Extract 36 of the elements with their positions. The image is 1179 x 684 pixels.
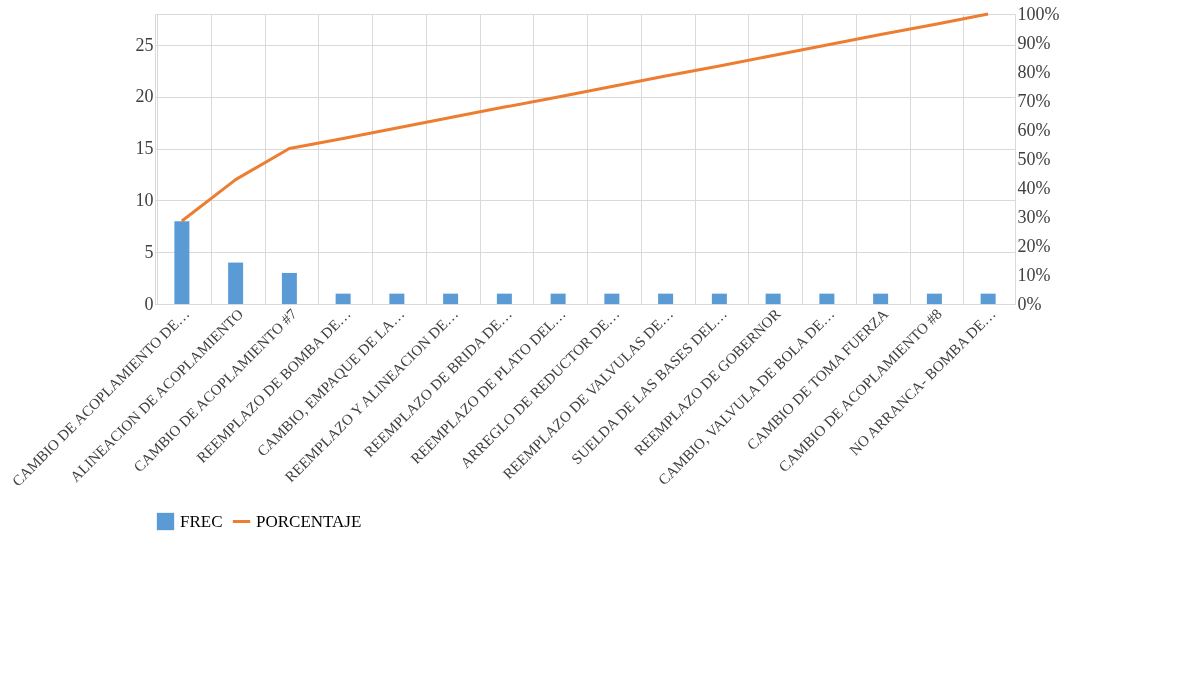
bar — [711, 293, 727, 304]
y2-tick-label: 0% — [1017, 293, 1042, 314]
bar — [873, 293, 889, 304]
bar — [281, 272, 297, 304]
y2-tick-label: 60% — [1017, 119, 1051, 140]
bar — [604, 293, 620, 304]
y2-tick-label: 90% — [1017, 32, 1051, 53]
y-tick-label: 5 — [144, 241, 154, 262]
y2-tick-label: 10% — [1017, 264, 1051, 285]
bar — [658, 293, 674, 304]
y2-tick-label: 80% — [1017, 61, 1051, 82]
bar — [819, 293, 835, 304]
y-tick-label: 0 — [144, 293, 154, 314]
bar — [496, 293, 512, 304]
y2-tick-label: 50% — [1017, 148, 1051, 169]
bar — [335, 293, 351, 304]
bar — [228, 262, 244, 304]
bar — [389, 293, 405, 304]
y-tick-label: 25 — [135, 34, 154, 55]
y2-tick-label: 70% — [1017, 90, 1051, 111]
bar — [443, 293, 459, 304]
y-tick-label: 15 — [135, 138, 154, 159]
bar — [926, 293, 942, 304]
bar — [174, 221, 190, 304]
y-tick-label: 20 — [135, 86, 154, 107]
legend-label: PORCENTAJE — [256, 511, 362, 531]
y2-tick-label: 20% — [1017, 235, 1051, 256]
y2-tick-label: 100% — [1017, 3, 1060, 24]
legend-label: FREC — [180, 511, 223, 531]
y-tick-label: 10 — [135, 189, 154, 210]
bar — [980, 293, 996, 304]
y2-tick-label: 30% — [1017, 206, 1051, 227]
bar — [765, 293, 781, 304]
bar — [550, 293, 566, 304]
line-series — [180, 12, 990, 223]
y2-tick-label: 40% — [1017, 177, 1051, 198]
